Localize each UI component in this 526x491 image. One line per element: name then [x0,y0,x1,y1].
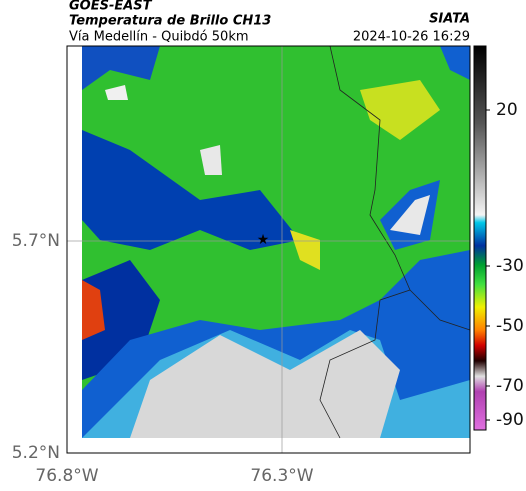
colorbar-label: -30 [496,256,524,276]
org: SIATA [429,12,470,27]
border [409,289,471,331]
lat-label: 5.2°N [12,443,60,463]
lon-label: 76.8°W [35,466,98,486]
map-frame [66,45,471,454]
colorbar-label: -50 [496,316,524,336]
lat-label: 5.7°N [12,231,60,251]
lon-label: 76.3°W [250,466,313,486]
title: Temperatura de Brillo CH13 [69,14,271,29]
subtitle: Vía Medellín - Quibdó 50km [69,30,249,45]
source: GOES-EAST [69,0,153,14]
timestamp: 2024-10-26 16:29 [353,30,470,45]
location-marker: ★ [257,232,270,248]
colorbar-label: -90 [496,410,524,430]
colorbar-label: -70 [496,376,524,396]
colorbar-label: 20 [496,100,518,120]
satellite-field [82,46,470,438]
colorbar [473,45,487,431]
border [319,45,411,439]
